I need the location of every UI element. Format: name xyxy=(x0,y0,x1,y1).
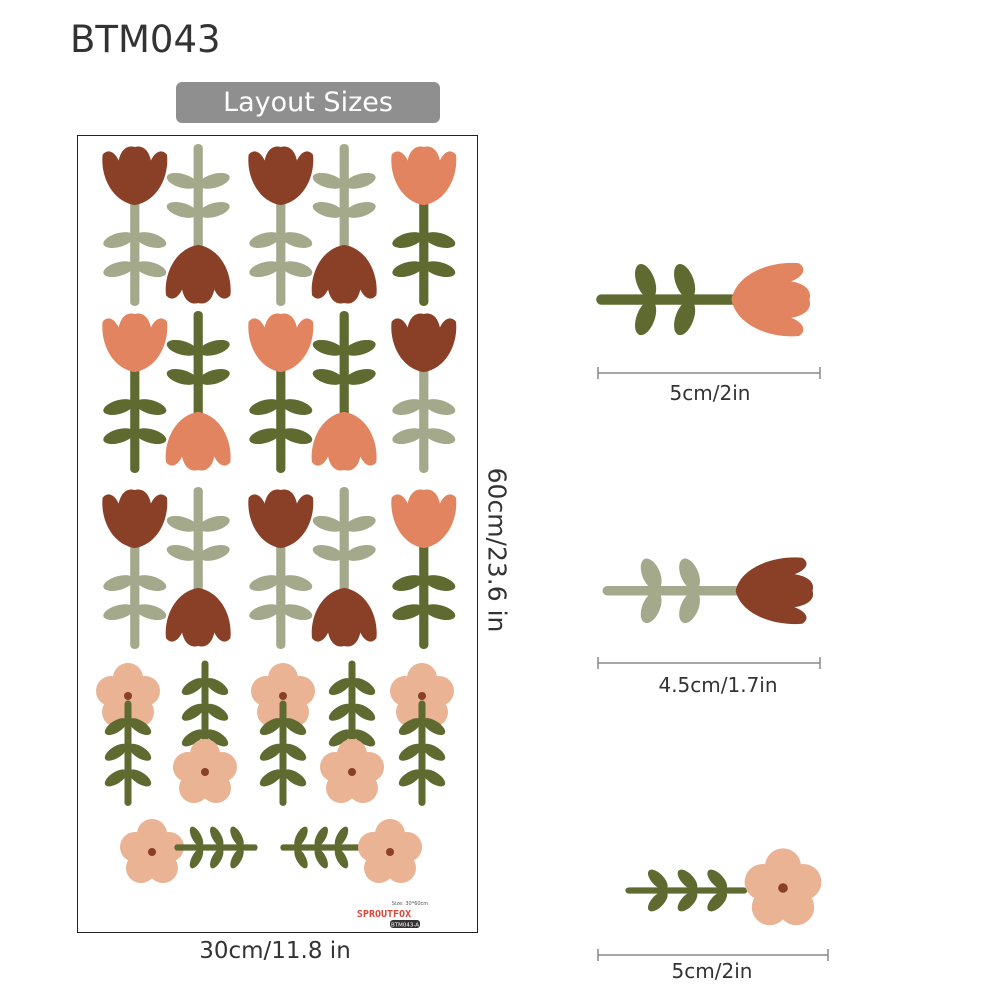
tulip-sticker xyxy=(164,490,233,647)
example-pink-flower xyxy=(744,848,822,926)
tulip-sticker xyxy=(246,489,315,646)
tulip-sticker xyxy=(310,490,379,647)
product-code: BTM043 xyxy=(70,18,221,61)
layout-sizes-badge: Layout Sizes xyxy=(176,82,440,123)
sproutfox-logo: Size: 30*60cm SPROUTFOX BTM043-A xyxy=(357,901,428,929)
measure-label-2: 4.5cm/1.7in xyxy=(658,673,778,697)
tulip-sticker xyxy=(164,314,233,471)
tulip-sticker xyxy=(246,313,315,470)
flower-sticker xyxy=(320,739,384,803)
flower-sticker xyxy=(120,819,184,883)
sheet-width-label: 30cm/11.8 in xyxy=(199,938,351,964)
example-leaf-branch xyxy=(629,867,744,914)
tulip-sticker xyxy=(100,313,169,470)
measure-label-1: 5cm/2in xyxy=(669,381,751,405)
flower-sticker xyxy=(358,819,422,883)
measure-label-3: 5cm/2in xyxy=(671,959,753,983)
leaf-branch-sticker xyxy=(283,824,361,871)
tulip-sticker xyxy=(246,146,315,303)
leaf-branch-sticker xyxy=(177,824,255,871)
tulip-sticker xyxy=(310,147,379,304)
tulip-sticker xyxy=(389,313,458,470)
tulip-sticker xyxy=(100,146,169,303)
tulip-sticker xyxy=(389,489,458,646)
sticker-sheet-outline xyxy=(77,135,478,933)
tulip-sticker xyxy=(310,314,379,471)
svg-text:BTM043-A: BTM043-A xyxy=(391,923,419,929)
tulip-sticker xyxy=(389,146,458,303)
svg-text:Size: 30*60cm: Size: 30*60cm xyxy=(392,901,429,907)
tulip-sticker xyxy=(164,147,233,304)
example-brown-tulip xyxy=(607,555,814,626)
flower-sticker xyxy=(173,739,237,803)
example-salmon-tulip xyxy=(601,261,811,339)
svg-text:SPROUTFOX: SPROUTFOX xyxy=(357,909,411,920)
tulip-sticker xyxy=(100,489,169,646)
